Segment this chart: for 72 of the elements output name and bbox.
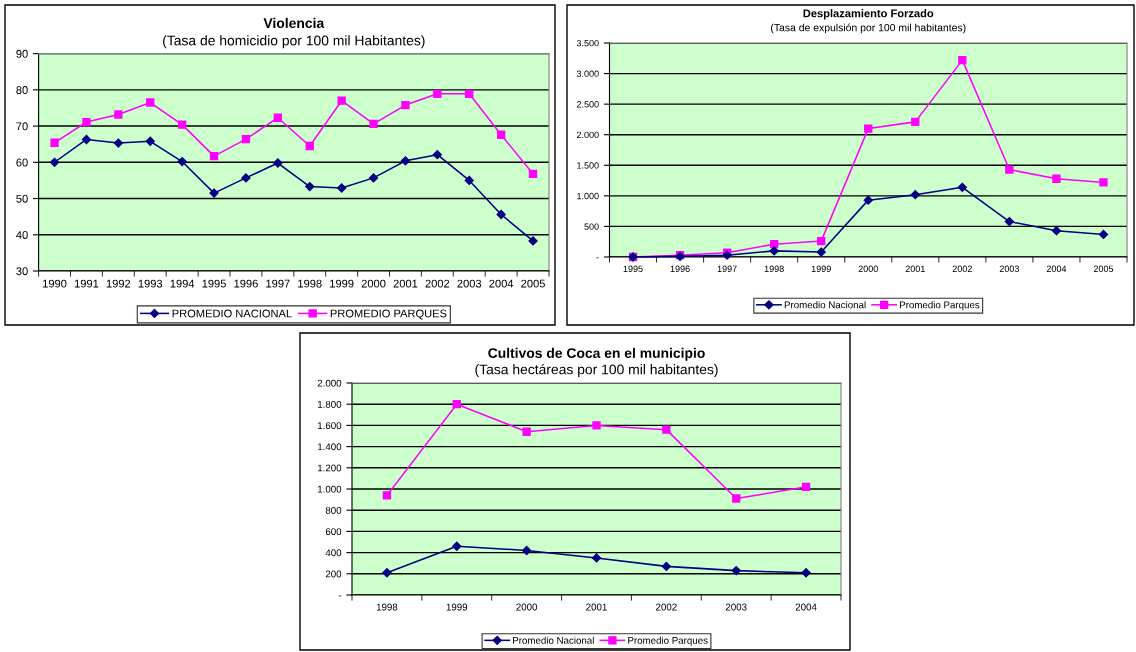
x-tick-label: 2001 bbox=[393, 279, 418, 288]
x-tick-label: 1999 bbox=[330, 279, 354, 288]
x-tick-label: 1998 bbox=[376, 603, 398, 611]
x-tick-label: 2004 bbox=[489, 279, 514, 288]
x-tick-label: 2003 bbox=[457, 279, 482, 288]
y-tick-label: 1.500 bbox=[577, 162, 599, 169]
x-tick-label: 1992 bbox=[106, 279, 131, 288]
x-tick-label: 1999 bbox=[446, 603, 468, 611]
chart-title: Violencia bbox=[263, 17, 325, 29]
x-tick-label: 1997 bbox=[266, 279, 290, 288]
x-tick-label: 2003 bbox=[999, 265, 1020, 272]
y-tick-label: 2.500 bbox=[576, 101, 599, 108]
y-tick-label: 90 bbox=[16, 49, 28, 58]
x-tick-label: 1998 bbox=[298, 279, 322, 288]
x-tick-label: 2004 bbox=[1046, 265, 1067, 272]
y-tick-label: 1.000 bbox=[318, 485, 342, 493]
x-tick-label: 2004 bbox=[795, 603, 817, 611]
legend-label: Promedio Parques bbox=[900, 301, 980, 311]
y-tick-label: 3.000 bbox=[576, 70, 599, 77]
legend-label: Promedio Nacional bbox=[513, 636, 594, 644]
y-tick-label: 1.000 bbox=[577, 192, 599, 200]
x-tick-label: 2000 bbox=[361, 279, 386, 288]
x-tick-label: 2005 bbox=[1093, 265, 1114, 272]
x-tick-label: 1994 bbox=[170, 279, 195, 288]
x-tick-label: 1991 bbox=[74, 279, 99, 288]
y-tick-label: 1.800 bbox=[318, 400, 342, 408]
chart-title: Desplazamiento Forzado bbox=[803, 9, 934, 20]
x-tick-label: 2002 bbox=[656, 603, 677, 611]
y-tick-label: 1.600 bbox=[318, 422, 342, 430]
y-tick-label: 400 bbox=[325, 549, 342, 557]
chart-title: Cultivos de Coca en el municipio bbox=[488, 347, 705, 361]
legend-label: PROMEDIO PARQUES bbox=[330, 309, 447, 320]
y-tick-label: 50 bbox=[16, 194, 28, 203]
chart-subtitle: (Tasa de homicidio por 100 mil Habitantes) bbox=[163, 35, 425, 49]
chart-subtitle: (Tasa de expulsión por 100 mil habitantes) bbox=[771, 23, 966, 34]
y-tick-label: - bbox=[338, 595, 342, 597]
x-tick-label: 1997 bbox=[717, 265, 737, 272]
x-tick-label: 2000 bbox=[516, 603, 538, 611]
legend-label: Promedio Nacional bbox=[784, 301, 866, 309]
y-tick-label: 600 bbox=[325, 528, 342, 536]
y-tick-label: 1.400 bbox=[318, 443, 342, 451]
legend-label: Promedio Parques bbox=[628, 636, 708, 646]
chart-subtitle: (Tasa hectáreas por 100 mil habitantes) bbox=[475, 363, 718, 378]
x-tick-label: 2003 bbox=[725, 603, 747, 611]
y-tick-label: 2.000 bbox=[317, 379, 342, 387]
x-tick-label: 1999 bbox=[811, 265, 831, 272]
y-tick-label: 200 bbox=[325, 570, 342, 578]
y-tick-label: 40 bbox=[16, 231, 28, 239]
x-tick-label: 2002 bbox=[425, 279, 450, 288]
x-tick-label: 1995 bbox=[202, 279, 226, 288]
y-tick-label: 500 bbox=[584, 223, 599, 230]
legend-label: PROMEDIO NACIONAL bbox=[172, 309, 292, 318]
x-tick-label: 2001 bbox=[586, 603, 607, 611]
x-tick-label: 1996 bbox=[234, 279, 258, 288]
y-tick-label: 80 bbox=[16, 86, 28, 94]
x-tick-label: 1993 bbox=[138, 279, 163, 288]
y-tick-label: 30 bbox=[16, 267, 28, 276]
y-tick-label: 70 bbox=[16, 122, 28, 131]
y-tick-label: - bbox=[596, 257, 599, 259]
x-tick-label: 2001 bbox=[905, 265, 925, 272]
y-tick-label: 1.200 bbox=[318, 464, 342, 472]
y-tick-label: 60 bbox=[16, 158, 28, 167]
y-tick-label: 800 bbox=[325, 506, 342, 514]
x-tick-label: 1998 bbox=[764, 265, 784, 272]
x-tick-label: 1996 bbox=[670, 265, 690, 272]
x-tick-label: 1995 bbox=[623, 265, 643, 272]
x-tick-label: 2005 bbox=[521, 279, 545, 288]
y-tick-label: 3.500 bbox=[576, 39, 599, 47]
x-tick-label: 2002 bbox=[952, 265, 972, 272]
x-tick-label: 2000 bbox=[858, 265, 878, 272]
x-tick-label: 1990 bbox=[43, 279, 67, 288]
y-tick-label: 2.000 bbox=[576, 131, 599, 139]
